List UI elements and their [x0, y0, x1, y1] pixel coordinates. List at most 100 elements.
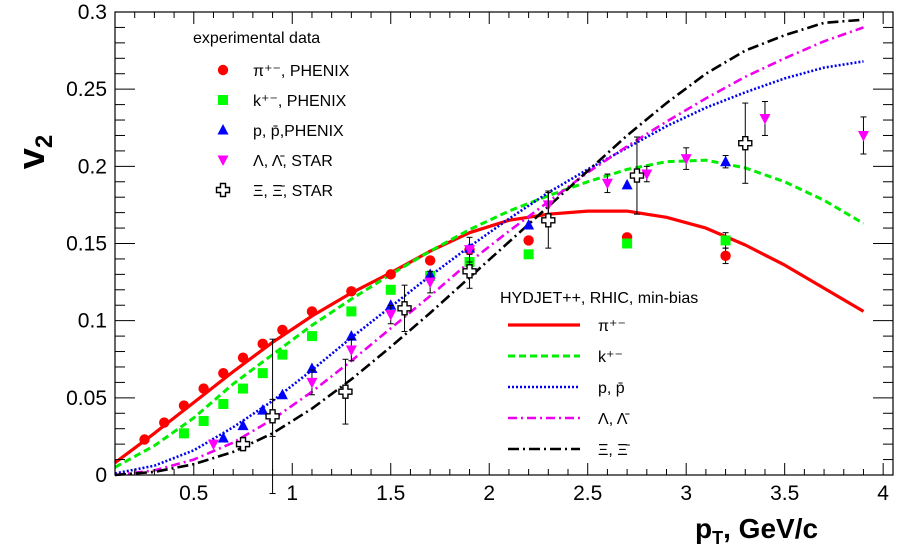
- legend-marker-k: [218, 95, 228, 105]
- legend-label-xi: Ξ, Ξ̄, STAR: [253, 183, 333, 200]
- y-tick-label: 0.2: [78, 155, 107, 178]
- data-point-lambda: [601, 178, 613, 190]
- legend-marker-p: [217, 124, 229, 135]
- data-point-pi: [237, 352, 249, 363]
- legend-label-model-pi: π⁺⁻: [598, 318, 626, 335]
- y-tick-label: 0.3: [78, 1, 107, 24]
- data-point-pi: [424, 255, 436, 266]
- data-point-pi: [159, 417, 170, 428]
- data-point-p: [217, 431, 229, 443]
- data-point-xi: [541, 213, 556, 228]
- data-point-pi: [198, 383, 209, 394]
- y-tick-label: 0.25: [66, 78, 107, 101]
- data-point-k: [622, 238, 633, 249]
- data-point-pi: [139, 434, 150, 445]
- legend-marker-xi: [215, 182, 231, 198]
- x-tick-label: 1: [286, 482, 298, 505]
- legend-title-experimental: experimental data: [193, 30, 320, 47]
- data-point-p: [385, 299, 397, 310]
- model-curve-k: [114, 158, 865, 469]
- x-tick-label: 0.5: [179, 482, 208, 505]
- data-point-xi: [629, 168, 645, 183]
- data-point-pi: [523, 235, 534, 246]
- model-curve-pi: [114, 209, 865, 464]
- data-point-k: [178, 428, 189, 439]
- data-point-pi: [346, 286, 357, 297]
- legend-label-model-k: k⁺⁻: [598, 349, 623, 366]
- data-point-xi: [462, 264, 477, 279]
- x-tick-label: 2.5: [573, 482, 602, 505]
- x-axis-title-units: , GeV/c: [723, 513, 818, 544]
- legend-label-model-xi: Ξ, Ξ̄: [598, 442, 631, 459]
- y-tick-label: 0.15: [66, 233, 107, 256]
- y-axis-title: v2: [11, 135, 58, 170]
- data-point-k: [277, 349, 288, 360]
- model-curves: [114, 18, 865, 477]
- data-point-k: [198, 415, 209, 426]
- x-tick-label: 2: [483, 482, 495, 505]
- y-tick-label: 0.05: [66, 387, 107, 410]
- legend-label-pi: π⁺⁻, PHENIX: [253, 63, 350, 80]
- data-point-k: [257, 368, 268, 379]
- legend-label-lambda: Λ, Λ̄, STAR: [253, 153, 333, 170]
- legend-marker-pi: [217, 64, 229, 76]
- model-legend: HYDJET++, RHIC, min-bias π⁺⁻ k⁺⁻ p, p̄ Λ, Λ…: [500, 290, 698, 459]
- data-point-p: [523, 218, 535, 230]
- experimental-data-legend: experimental data π⁺⁻, PHENIX k⁺⁻, PHENIX…: [193, 30, 350, 200]
- legend-label-p: p, p̄,PHENIX: [253, 123, 344, 140]
- data-point-lambda: [759, 113, 771, 125]
- axes: 0.5 1 1.5 2 2.5 3 3.5 4 0 0.05 0.1 0.15 0.2 0.25 0.3: [66, 1, 894, 505]
- model-curve-p: [114, 60, 864, 475]
- data-point-lambda: [464, 245, 476, 256]
- y-axis-title-subscript: 2: [31, 135, 58, 148]
- data-point-lambda: [207, 439, 219, 451]
- model-curve-lambda: [114, 26, 864, 477]
- plot-area: [114, 18, 869, 495]
- x-tick-label: 3.5: [770, 482, 799, 505]
- plot-frame: [114, 11, 894, 476]
- data-point-k: [346, 306, 357, 317]
- x-axis-title-subscript: T: [712, 528, 723, 548]
- data-point-k: [306, 331, 317, 342]
- data-point-k: [720, 235, 731, 246]
- y-tick-label: 0: [95, 464, 107, 487]
- data-point-pi: [218, 367, 229, 379]
- data-point-xi: [338, 384, 353, 399]
- data-point-lambda: [345, 345, 357, 356]
- data-point-lambda: [306, 377, 318, 389]
- legend-label-k: k⁺⁻, PHENIX: [253, 93, 347, 110]
- data-point-pi: [385, 269, 396, 280]
- data-point-lambda: [385, 309, 397, 321]
- data-point-p: [345, 330, 357, 341]
- y-tick-label: 0.1: [78, 310, 107, 333]
- legend-title-model: HYDJET++, RHIC, min-bias: [500, 290, 698, 307]
- model-curve-xi: [114, 18, 864, 477]
- data-point-p: [621, 178, 633, 190]
- data-point-p: [237, 419, 249, 431]
- x-tick-label: 3: [680, 482, 692, 505]
- data-point-pi: [306, 306, 318, 317]
- data-point-xi: [397, 301, 412, 316]
- data-point-lambda: [641, 169, 653, 181]
- data-point-xi: [738, 135, 753, 151]
- data-point-k: [523, 249, 534, 260]
- data-point-p: [257, 404, 269, 415]
- legend-label-model-lambda: Λ, Λ̄: [598, 411, 630, 428]
- data-point-lambda: [424, 277, 436, 289]
- data-point-k: [218, 399, 229, 410]
- data-point-pi: [720, 250, 731, 262]
- x-tick-label: 4: [877, 482, 889, 505]
- legend-label-model-p: p, p̄: [598, 380, 625, 397]
- data-point-k: [238, 383, 249, 394]
- data-point-pi: [257, 338, 268, 350]
- data-point-k: [385, 284, 396, 295]
- data-point-pi: [277, 324, 288, 336]
- data-point-p: [276, 388, 288, 400]
- data-points: [139, 101, 869, 495]
- x-tick-label: 1.5: [376, 482, 405, 505]
- data-point-pi: [178, 400, 190, 411]
- data-point-lambda: [857, 130, 869, 142]
- data-point-p: [720, 155, 732, 167]
- legend-marker-lambda: [217, 155, 229, 166]
